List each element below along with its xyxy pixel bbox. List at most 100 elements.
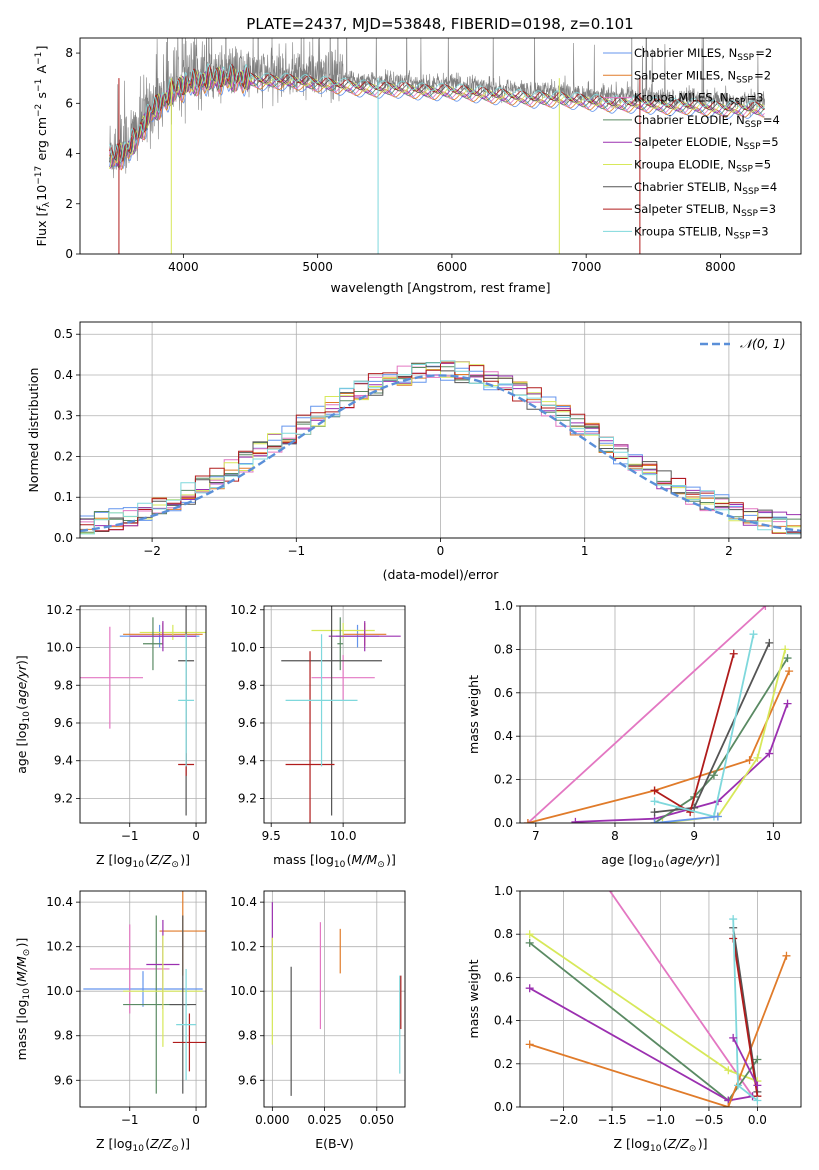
y-tick-label: 10.0	[230, 984, 257, 998]
y-tick-label: 10.0	[46, 984, 73, 998]
label-part: mass [log	[14, 1000, 29, 1061]
label-part: f	[34, 206, 49, 212]
y-tick-label: 10.2	[230, 603, 257, 617]
panel-plot-area	[523, 606, 794, 823]
x-tick-label: −1.0	[646, 1113, 675, 1127]
weight-marker	[523, 819, 532, 823]
y-tick-label: 9.4	[54, 754, 73, 768]
x-tick-label: 5000	[302, 260, 333, 274]
label-part: =3	[759, 202, 776, 216]
label-part: −1	[34, 79, 44, 92]
label-part: mass weight	[466, 675, 481, 754]
x-axis-label: (data-model)/error	[383, 567, 500, 582]
normal-curve-line	[80, 374, 801, 533]
x-tick-label: 0.0	[748, 1113, 767, 1127]
axes-frame	[263, 605, 406, 824]
legend-label: Kroupa MILES, NSSP =3	[634, 91, 764, 108]
axes-frame	[263, 890, 406, 1108]
label-part: SSP	[737, 53, 754, 63]
y-tick-label: 10.2	[46, 940, 73, 954]
label-part: (	[665, 852, 670, 867]
label-part: (	[14, 982, 29, 987]
x-tick-label: 7000	[571, 260, 602, 274]
weight-marker	[761, 606, 770, 610]
label-part: ]	[34, 45, 49, 50]
weight-marker	[729, 649, 738, 658]
label-part: 10	[334, 860, 346, 870]
x-tick-label: −0.5	[694, 1113, 723, 1127]
panel-plot-area	[271, 902, 402, 1096]
x-tick-label: 9.5	[262, 829, 281, 843]
label-part: 10	[650, 1144, 662, 1154]
x-tick-label: 6000	[437, 260, 468, 274]
label-part: SSP	[744, 142, 761, 152]
weight-marker	[525, 930, 534, 939]
label-part: (	[347, 852, 352, 867]
x-tick-label: −2	[143, 544, 161, 558]
x-tick-label: 0	[192, 829, 200, 843]
legend-label: Salpeter MILES, NSSP =2	[634, 68, 771, 85]
weight-marker	[782, 951, 791, 960]
weight-marker	[753, 1081, 762, 1090]
label-part: Z [log	[96, 1136, 132, 1151]
y-tick-label: 9.2	[54, 791, 73, 805]
label-part: SSP	[742, 187, 759, 197]
weight-marker	[525, 1040, 534, 1049]
weight-marker	[525, 938, 534, 947]
y-tick-label: 1.0	[494, 599, 513, 613]
x-tick-label: 0	[437, 544, 445, 558]
x-axis-label: Z [log10 (Z/Z⊙ )]	[96, 852, 190, 870]
y-tick-label: 0.2	[54, 449, 73, 463]
label-part: )]	[386, 852, 396, 867]
label-part: Z/Z	[667, 1136, 690, 1151]
axes-frame	[79, 890, 207, 1108]
x-axis-label: mass [log10 (M/M⊙ )]	[273, 852, 396, 870]
panel-plot-area	[83, 891, 206, 1094]
label-part: Z/Z	[149, 852, 172, 867]
x-tick-label: −2.0	[549, 1113, 578, 1127]
y-tick-label: 0.0	[494, 1100, 513, 1114]
y-tick-label: 0.4	[494, 729, 513, 743]
y-tick-label: 9.8	[238, 1029, 257, 1043]
axes-frame	[519, 605, 802, 824]
weight-marker	[650, 808, 659, 817]
weight-marker	[724, 1066, 733, 1075]
label-part: (	[14, 705, 29, 710]
y-tick-label: 0.0	[54, 531, 73, 545]
axes-frame	[79, 605, 207, 824]
label-part: ⊙	[171, 860, 179, 870]
x-axis-label: age [log10 (age/yr)]	[601, 852, 720, 870]
y-tick-label: 0.2	[494, 773, 513, 787]
weight-marker	[686, 808, 695, 817]
residuals-panel: −2 −1 0 1 2 0.0 0.1 0.2 0.3 0.4 0.5 (data-model)/er…	[26, 321, 802, 582]
y-tick-label: 10.2	[230, 940, 257, 954]
label-part: =3	[747, 91, 764, 105]
x-tick-label: −1	[121, 829, 139, 843]
model-spectrum-chabrier-stelib	[109, 65, 765, 163]
y-tick-label: 0.2	[494, 1057, 513, 1071]
label-part: age [log	[14, 723, 29, 774]
legend-label: Kroupa ELODIE, NSSP =5	[634, 158, 771, 175]
weight-marker	[781, 645, 790, 654]
x-axis-label: Z [log10 (Z/Z⊙ )]	[614, 1136, 708, 1154]
weight-marker	[598, 876, 606, 884]
weight-marker	[783, 654, 792, 663]
weight-marker	[650, 786, 659, 795]
y-tick-label: 4	[65, 147, 73, 161]
label-part: Kroupa STELIB, N	[634, 224, 734, 238]
label-part: Z [log	[96, 852, 132, 867]
label-part: Chabrier MILES, N	[634, 46, 737, 60]
panel-plot-area	[80, 606, 206, 816]
y-tick-label: 10.0	[46, 641, 73, 655]
weight-marker	[658, 819, 667, 823]
x-tick-label: −1	[121, 1113, 139, 1127]
label-part: Salpeter STELIB, N	[634, 202, 741, 216]
residuals-plot-area	[80, 360, 801, 535]
weight-marker	[650, 819, 659, 823]
label-part: A	[34, 64, 49, 77]
label-part: =5	[754, 158, 771, 172]
y-tick-label: 9.6	[238, 716, 257, 730]
